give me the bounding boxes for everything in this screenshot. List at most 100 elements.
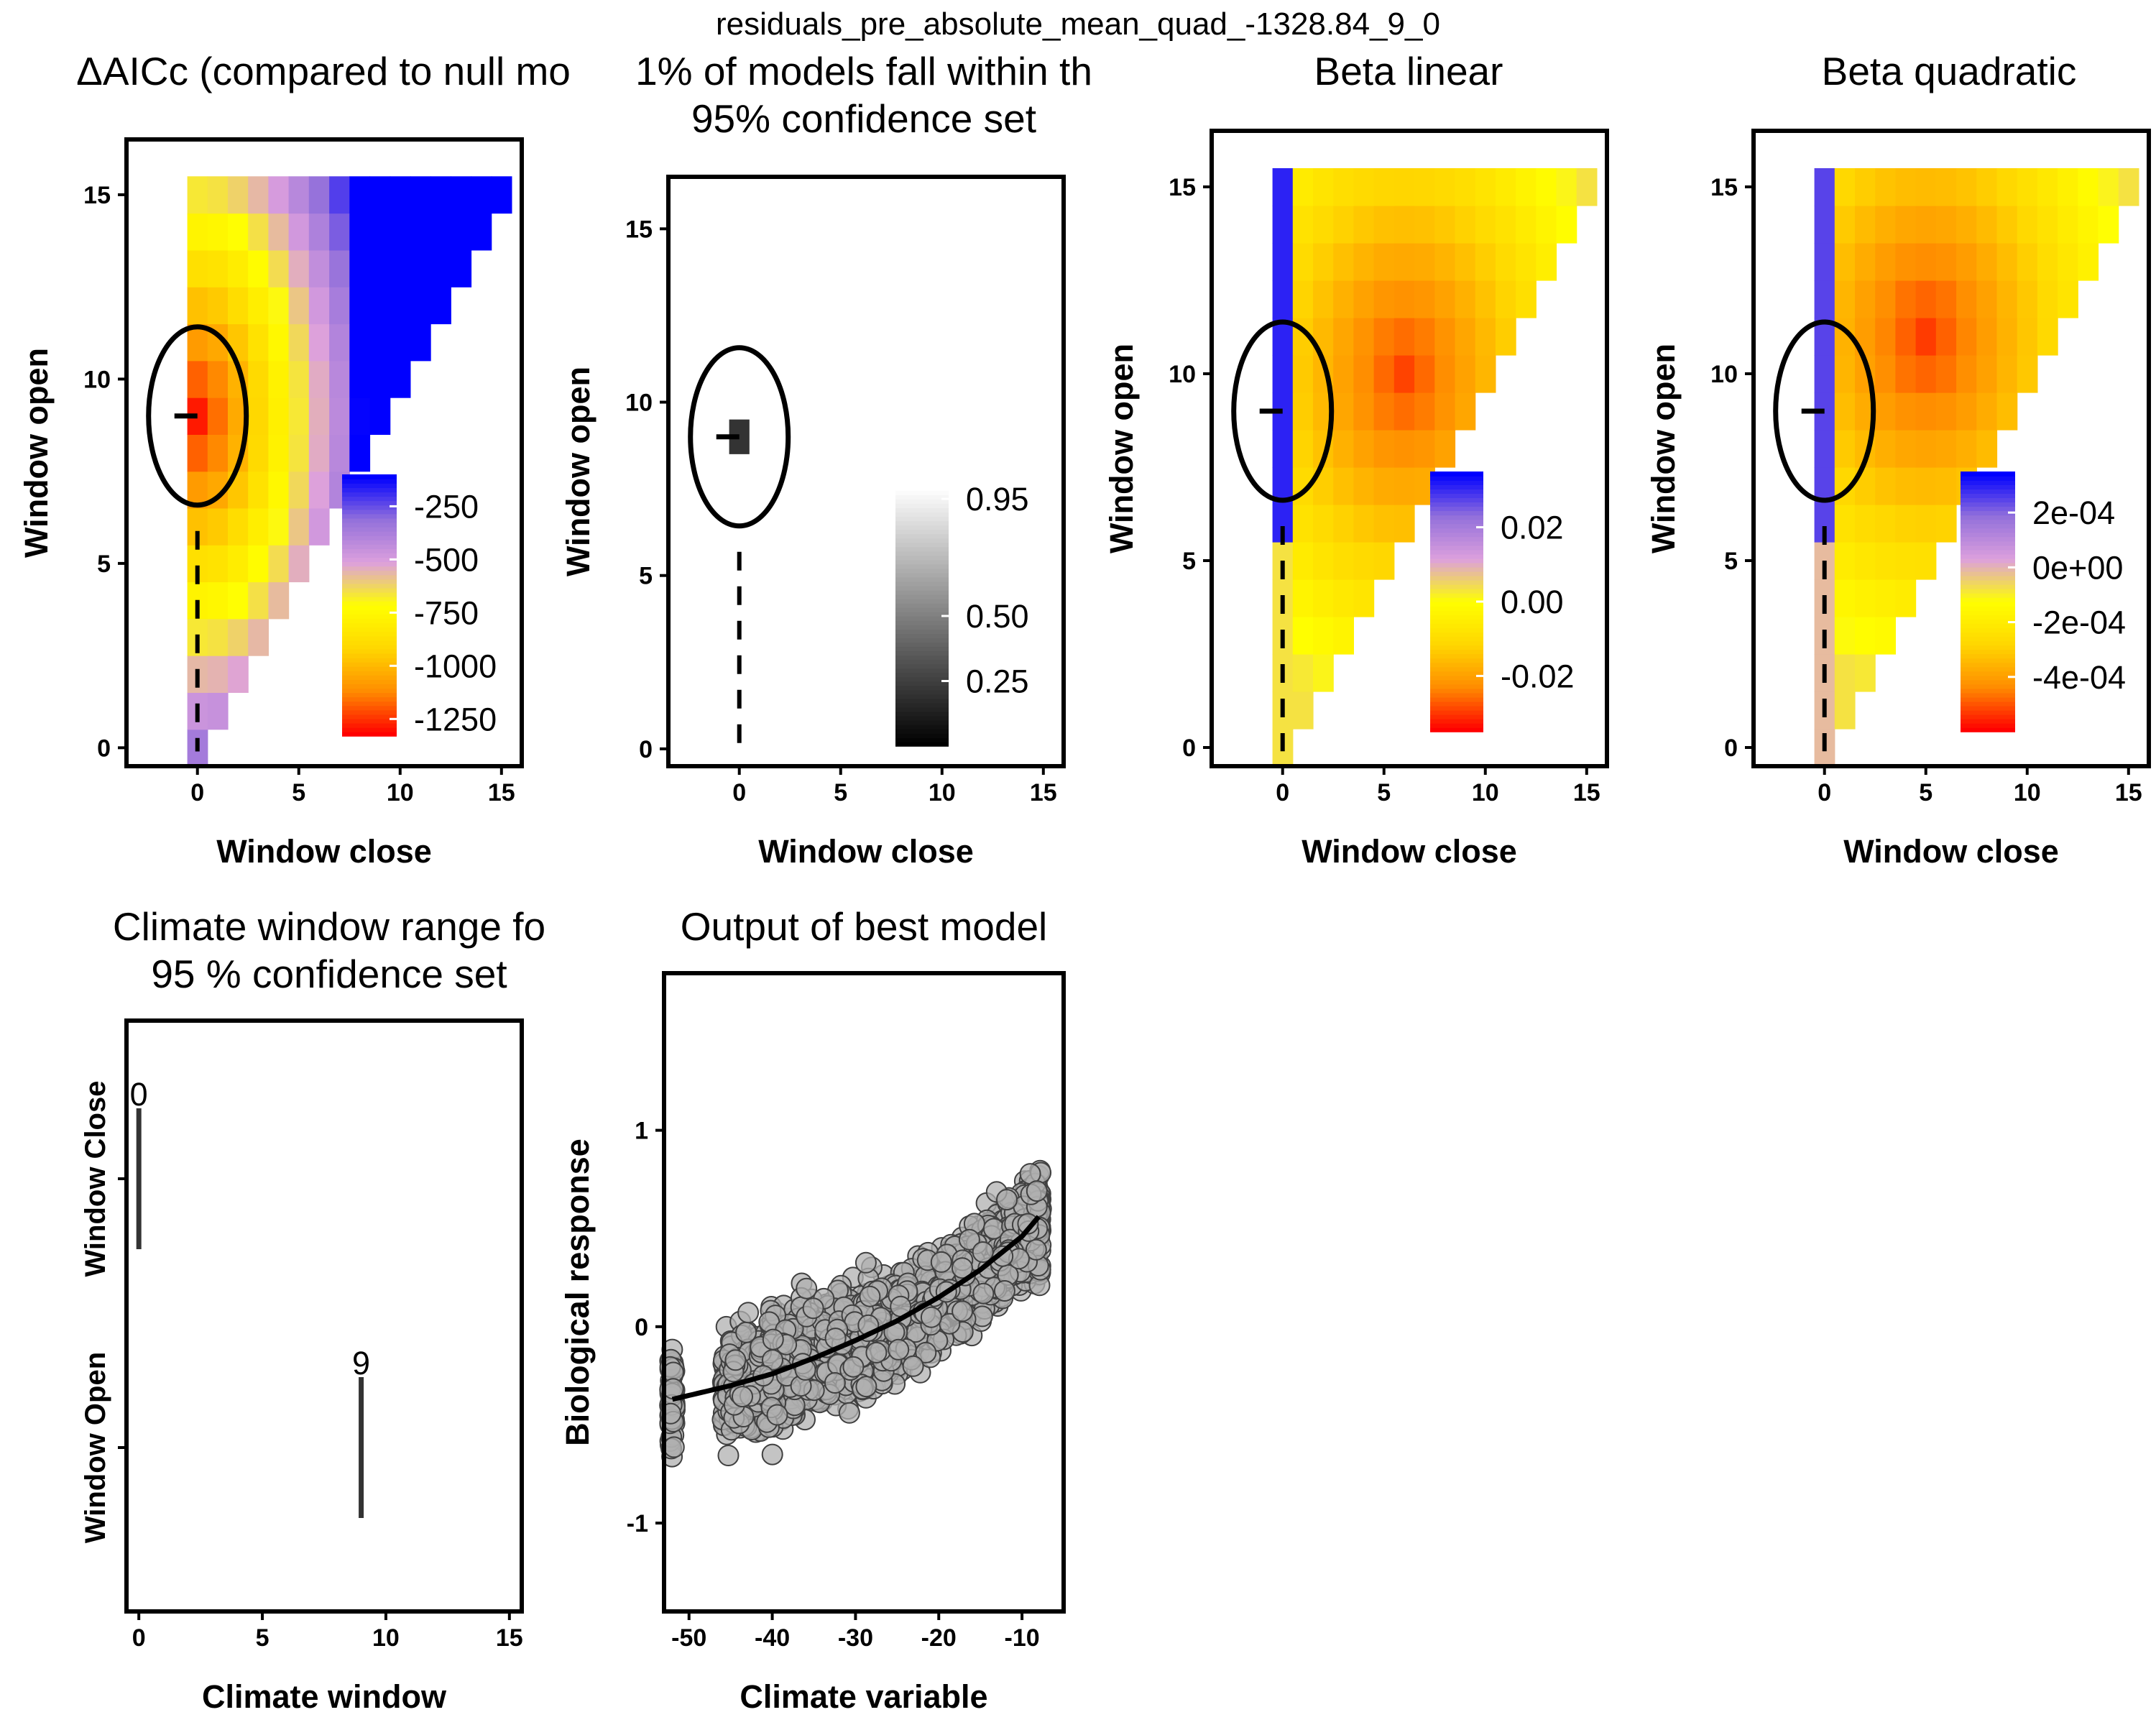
- colorbar-segment: [342, 653, 397, 658]
- colorbar-segment: [1961, 627, 2015, 633]
- heat-cell: [1373, 168, 1395, 206]
- y-tick-label: 5: [97, 551, 111, 578]
- colorbar-segment: [342, 544, 397, 549]
- heat-cell: [1434, 392, 1456, 431]
- heat-cell: [1935, 243, 1957, 281]
- x-tick-label: 15: [1030, 779, 1057, 806]
- heat-cell: [369, 176, 391, 214]
- scatter-point: [920, 1306, 942, 1328]
- colorbar-segment: [1430, 666, 1483, 672]
- heat-cell: [1414, 168, 1435, 206]
- x-tick-label: 0: [1818, 779, 1831, 806]
- scatter-panel: Output of best model-50 -40 -30 -20 -10-101C…: [559, 904, 1066, 1715]
- heat-cell: [1373, 430, 1395, 468]
- heat-cell: [2017, 206, 2038, 244]
- heat-cell: [329, 176, 350, 214]
- colorbar-segment: [1961, 579, 2015, 585]
- scatter-point: [993, 1280, 1015, 1302]
- heat-cell: [451, 176, 472, 214]
- heat-cell: [1855, 579, 1876, 617]
- heat-cell: [228, 249, 249, 288]
- colorbar-segment: [342, 696, 397, 702]
- colorbar-segment: [1961, 679, 2015, 685]
- colorbar-segment: [1961, 666, 2015, 672]
- y-axis-label: Biological response: [559, 1138, 596, 1446]
- heat-cell: [1313, 542, 1334, 580]
- colorbar-segment: [1961, 484, 2015, 489]
- colorbar-tick-label: -500: [414, 541, 479, 578]
- heat-cell: [1895, 430, 1917, 468]
- colorbar-segment: [1430, 528, 1483, 533]
- x-tick-label: 0: [132, 1624, 146, 1652]
- scatter-point: [824, 1372, 846, 1394]
- heat-cell: [349, 176, 371, 214]
- heat-cell: [1935, 318, 1957, 356]
- x-tick-label: 5: [834, 779, 847, 806]
- heat-cell: [308, 287, 330, 325]
- colorbar-segment: [1961, 553, 2015, 559]
- heat-cell: [1956, 280, 1977, 318]
- heat-cell: [308, 213, 330, 251]
- heat-cell: [1996, 168, 2018, 206]
- colorbar-segment: [342, 618, 397, 624]
- colorbar-segment: [1430, 566, 1483, 572]
- heat-cell: [1976, 430, 1998, 468]
- colorbar-segment: [895, 503, 949, 508]
- colorbar-segment: [1961, 584, 2015, 589]
- heat-cell: [268, 545, 290, 583]
- colorbar-segment: [1961, 610, 2015, 615]
- colorbar-segment: [1430, 684, 1483, 689]
- colorbar-segment: [1430, 722, 1483, 728]
- colorbar-segment: [342, 518, 397, 523]
- colorbar-segment: [342, 505, 397, 510]
- colorbar-segment: [1961, 640, 2015, 646]
- colorbar-segment: [1430, 519, 1483, 525]
- heat-cell: [1855, 243, 1876, 281]
- scatter-point: [717, 1445, 740, 1466]
- colorbar-segment: [1430, 502, 1483, 507]
- scatter-point: [859, 1285, 881, 1307]
- heat-cell: [288, 507, 310, 546]
- heat-cell: [1373, 355, 1395, 393]
- heat-cell: [228, 213, 249, 251]
- heat-cell: [349, 287, 371, 325]
- colorbar-segment: [1961, 571, 2015, 576]
- colorbar-segment: [1430, 645, 1483, 650]
- heat-cell: [1292, 617, 1314, 655]
- heat-cell: [329, 360, 350, 398]
- colorbar-segment: [1430, 636, 1483, 642]
- heat-cell: [1556, 168, 1577, 206]
- heat-cell: [430, 249, 451, 288]
- heat-cell: [1333, 168, 1354, 206]
- colorbar-segment: [342, 722, 397, 728]
- colorbar-segment: [895, 607, 949, 612]
- heat-cell: [1393, 392, 1415, 431]
- colorbar-segment: [1430, 597, 1483, 602]
- heat-cell: [207, 618, 229, 656]
- heat-cell: [410, 176, 431, 214]
- colorbar-segment: [1430, 619, 1483, 624]
- heat-cell: [1373, 243, 1395, 281]
- heat-cell: [1393, 355, 1415, 393]
- x-axis-label: Climate window: [202, 1678, 447, 1715]
- colorbar-segment: [895, 559, 949, 565]
- heat-cell: [1495, 243, 1516, 281]
- colorbar-segment: [1961, 632, 2015, 638]
- colorbar-segment: [895, 659, 949, 665]
- colorbar-segment: [895, 581, 949, 586]
- x-axis-label: Window close: [758, 833, 974, 870]
- heat-cell: [268, 581, 290, 620]
- heat-cell: [1935, 168, 1957, 206]
- heat-cell: [1475, 243, 1496, 281]
- heat-cell: [248, 287, 269, 325]
- colorbar-tick-label: -0.02: [1501, 658, 1575, 694]
- heat-cell: [248, 249, 269, 288]
- heat-cell: [2058, 243, 2078, 281]
- heat-cell: [2017, 168, 2038, 206]
- colorbar-segment: [1961, 696, 2015, 702]
- colorbar-segment: [1961, 540, 2015, 546]
- scatter-point: [1026, 1180, 1048, 1202]
- colorbar-segment: [342, 701, 397, 707]
- colorbar-segment: [1961, 545, 2015, 551]
- scatter-point: [842, 1356, 865, 1378]
